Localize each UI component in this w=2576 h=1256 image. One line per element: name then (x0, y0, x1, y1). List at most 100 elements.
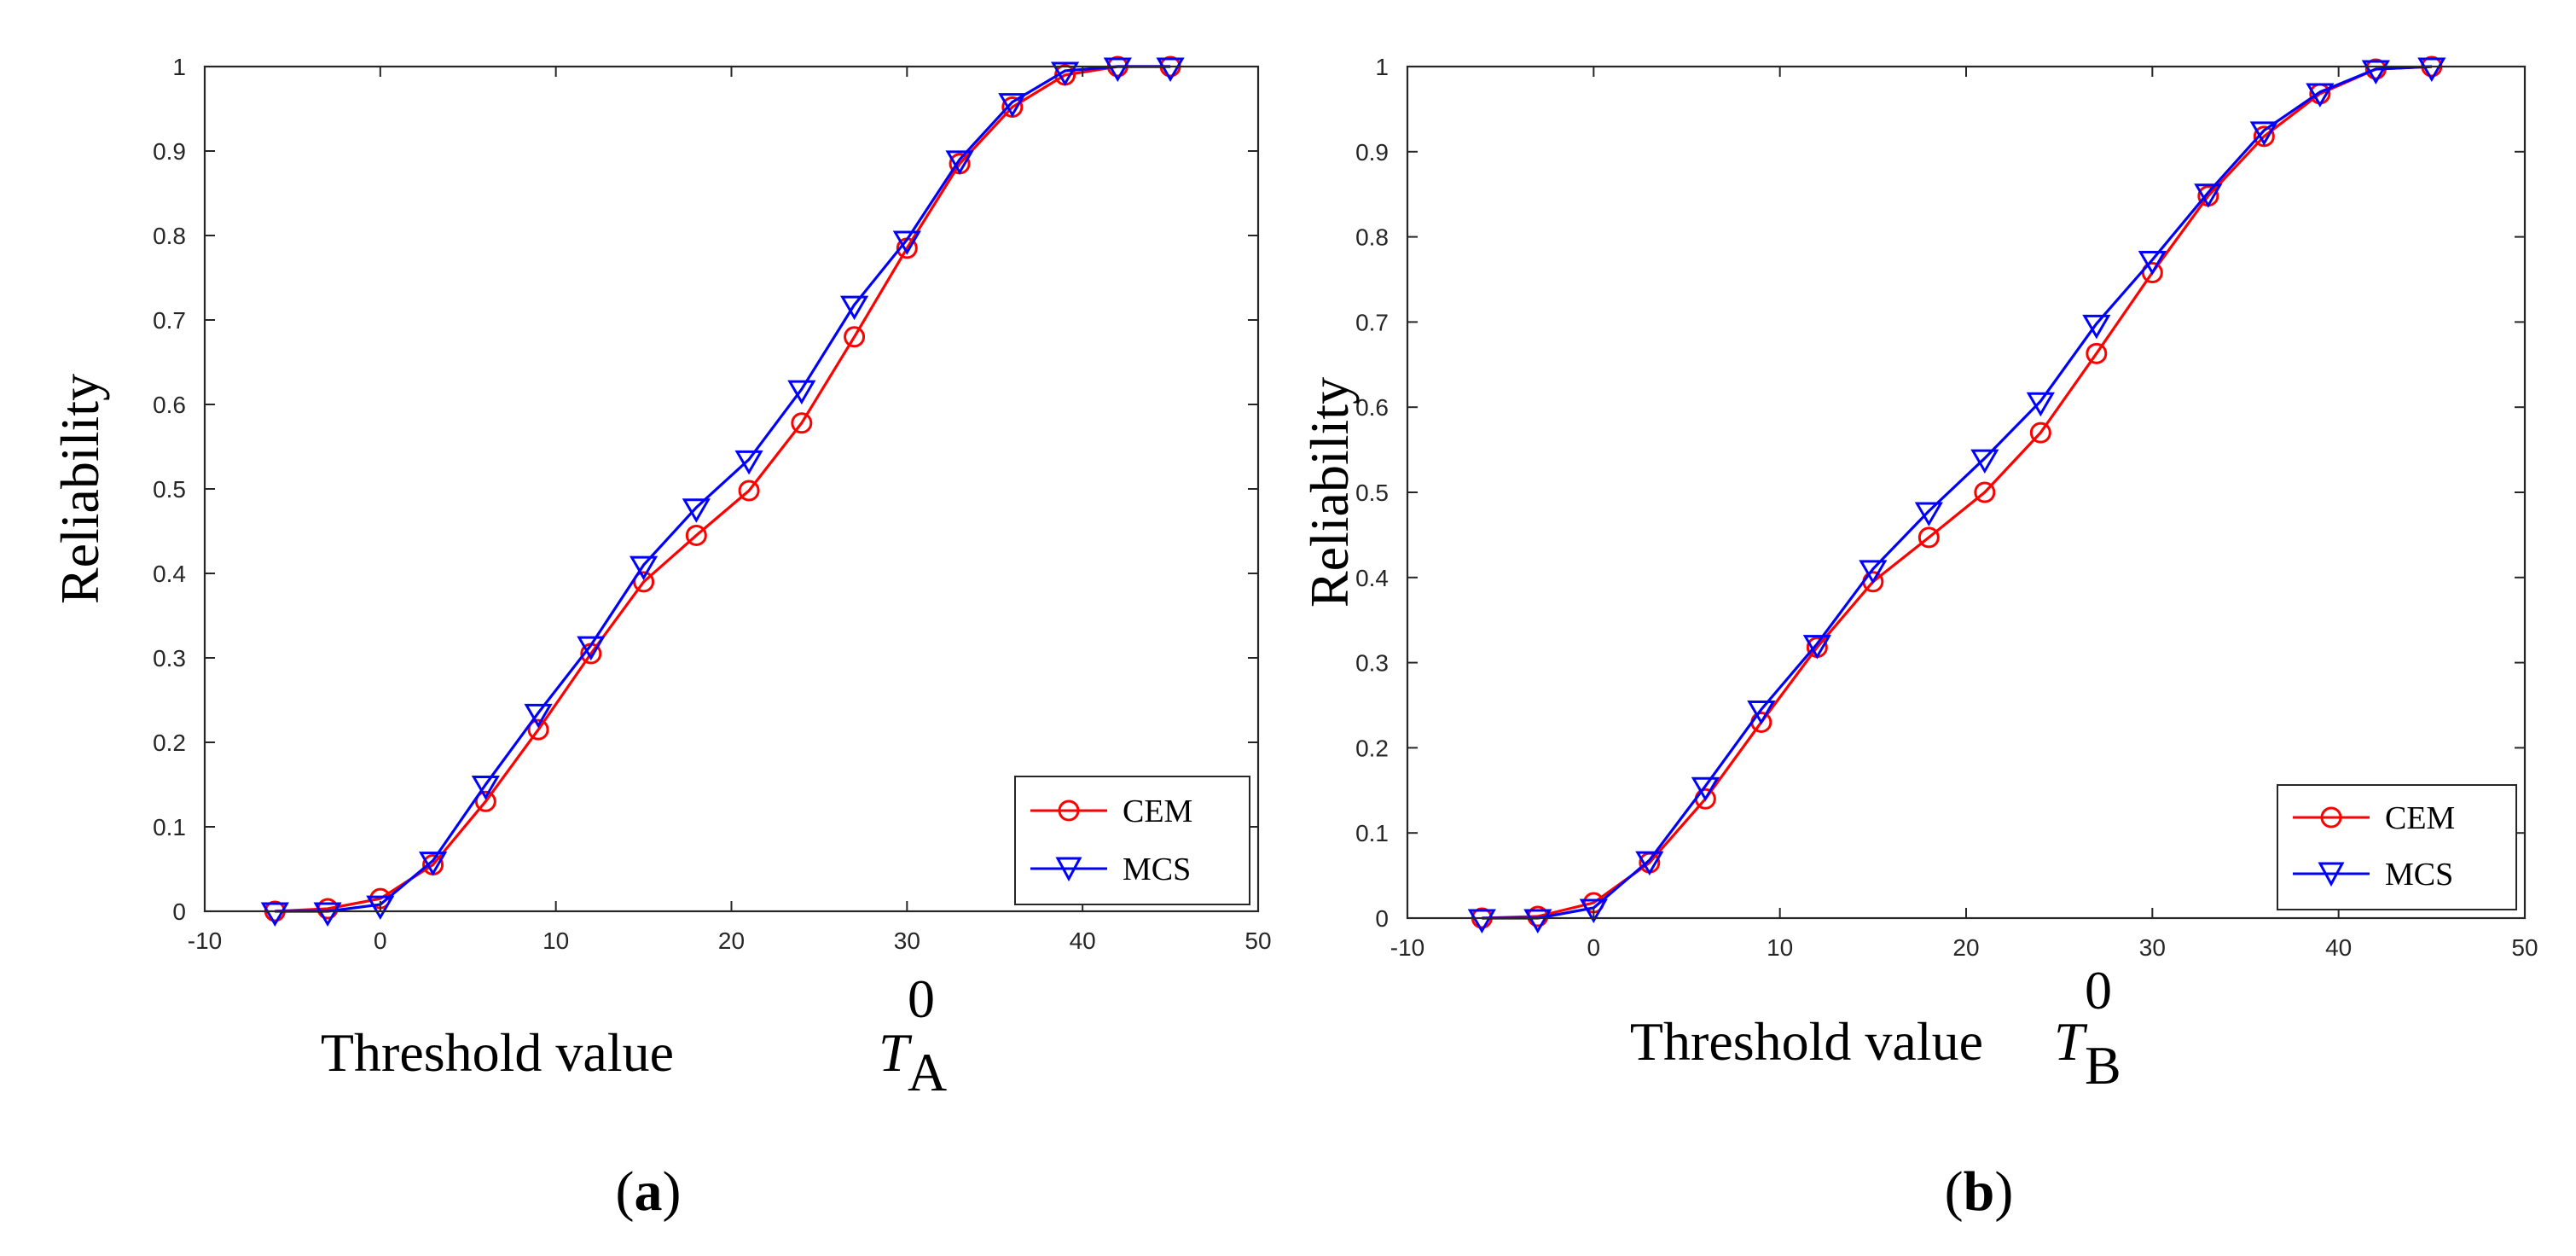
panel-paren-close-b: ) (1994, 1160, 2013, 1223)
legend-label-mcs-b: MCS (2385, 857, 2453, 893)
x-tick-label-b-4: 30 (2139, 934, 2166, 961)
x-tick-label-b-2: 10 (1767, 934, 1793, 961)
y-axis-label-b: Reliability (1299, 377, 1360, 608)
point-mcs-b-0 (1467, 909, 1496, 933)
point-cem-b-11 (2086, 342, 2108, 364)
point-mcs-a-3 (418, 852, 448, 876)
legend-box-b (2277, 784, 2517, 910)
plot-marks-a (260, 55, 1185, 927)
x-tick-label-b-0: -10 (1390, 934, 1424, 961)
x-axis-superscript-a: 0 (908, 968, 935, 1029)
y-tick-label-b-3: 0.3 (1355, 650, 1389, 677)
point-mcs-b-16 (2361, 60, 2390, 84)
point-cem-a-11 (844, 326, 866, 348)
panel-paren-open-b: ( (1945, 1160, 1964, 1223)
panel-letter-b: b (1964, 1160, 1995, 1223)
legend-marker-mcs-a (1055, 857, 1082, 882)
y-tick-label-b-6: 0.6 (1355, 394, 1389, 421)
y-tick-label-a-9: 0.9 (153, 138, 186, 165)
point-mcs-a-11 (839, 295, 869, 321)
plot-area-b (1407, 67, 2525, 918)
panel-paren-open-a: ( (616, 1160, 635, 1223)
x-ticks-a: -10 0 10 20 30 40 50 (188, 67, 1272, 954)
legend-marker-cem-a (1058, 800, 1080, 822)
point-mcs-a-5 (524, 703, 553, 729)
x-axis-symbol-a: T (879, 1022, 913, 1083)
point-mcs-b-8 (1914, 502, 1943, 526)
y-tick-label-b-4: 0.4 (1355, 565, 1389, 591)
point-mcs-a-2 (366, 895, 395, 921)
point-mcs-a-1 (313, 902, 342, 927)
point-cem-b-14 (2253, 125, 2275, 148)
plot-marks-b (1467, 55, 2446, 933)
point-mcs-b-5 (1747, 700, 1776, 725)
point-mcs-b-4 (1691, 776, 1720, 802)
point-mcs-b-3 (1635, 851, 1664, 876)
y-ticks-b: 0 0.1 0.2 0.3 0.4 0.5 0.6 0.7 0.8 0.9 1 (1355, 54, 2525, 932)
point-mcs-b-12 (2138, 251, 2167, 276)
point-mcs-b-1 (1523, 909, 1552, 933)
y-tick-label-b-5: 0.5 (1355, 480, 1389, 506)
y-tick-label-a-5: 0.5 (153, 476, 186, 503)
y-tick-label-a-2: 0.2 (153, 730, 186, 756)
plot-area-a (205, 67, 1258, 911)
point-mcs-a-10 (787, 380, 816, 405)
y-tick-label-b-8: 0.8 (1355, 224, 1389, 251)
y-tick-label-a-0: 0 (172, 898, 186, 925)
point-cem-a-5 (527, 718, 549, 741)
y-tick-label-a-7: 0.7 (153, 307, 186, 334)
y-tick-label-b-2: 0.2 (1355, 735, 1389, 761)
x-tick-label-a-5: 40 (1070, 927, 1096, 954)
panel-a: 00.10.20.30.40.50.60.70.80.91 -10 0 10 20 30… (49, 54, 1272, 1223)
x-axis-subscript-a: A (908, 1042, 947, 1102)
y-tick-label-b-7: 0.7 (1355, 309, 1389, 335)
x-tick-label-a-1: 0 (374, 927, 387, 954)
point-cem-b-12 (2141, 262, 2163, 284)
panel-label-b: (b) (1945, 1160, 2014, 1223)
y-tick-label-b-9: 0.9 (1355, 139, 1389, 166)
y-axis-label-a: Reliability (49, 374, 110, 604)
x-tick-label-b-6: 50 (2511, 934, 2538, 961)
point-cem-a-8 (685, 524, 707, 546)
x-tick-label-a-3: 20 (718, 927, 745, 954)
point-cem-b-10 (2029, 422, 2051, 444)
x-tick-label-b-3: 20 (1952, 934, 1979, 961)
legend-box-a (1014, 776, 1250, 905)
y-tick-label-a-1: 0.1 (153, 814, 186, 840)
panel-letter-a: a (635, 1160, 663, 1223)
panel-paren-close-a: ) (663, 1160, 682, 1223)
x-tick-label-a-0: -10 (188, 927, 222, 954)
y-tick-label-b-1: 0.1 (1355, 820, 1389, 846)
point-cem-a-10 (791, 412, 813, 434)
point-mcs-b-13 (2194, 183, 2223, 208)
y-tick-label-b-10: 1 (1375, 54, 1389, 80)
panel-b: 00.10.20.30.40.50.60.70.80.91 -10 0 10 20 30… (1299, 54, 2538, 1223)
x-axis-symbol-b: T (2054, 1011, 2088, 1072)
point-mcs-b-11 (2082, 314, 2111, 340)
x-axis-label-a: Threshold value (321, 1022, 674, 1083)
x-tick-label-b-5: 40 (2325, 934, 2352, 961)
y-tick-label-a-8: 0.8 (153, 223, 186, 249)
y-ticks-a: 0 0.1 0.2 0.3 0.4 0.5 0.6 0.7 0.8 0.9 1 (153, 54, 1258, 925)
y-tick-label-a-6: 0.6 (153, 392, 186, 418)
point-mcs-b-17 (2417, 57, 2446, 82)
series-line-mcs-a (275, 65, 1171, 913)
point-mcs-a-9 (734, 450, 763, 475)
point-cem-b-8 (1917, 526, 1940, 549)
x-tick-label-a-4: 30 (894, 927, 920, 954)
legend-label-mcs-a: MCS (1123, 852, 1191, 887)
point-mcs-a-6 (577, 636, 606, 661)
point-mcs-a-13 (945, 150, 974, 175)
legend-marker-mcs-b (2318, 862, 2345, 887)
point-cem-a-4 (474, 790, 496, 812)
point-mcs-b-2 (1579, 898, 1608, 923)
x-axis-label-b: Threshold value (1630, 1011, 1983, 1072)
x-tick-label-a-2: 10 (542, 927, 569, 954)
point-mcs-a-15 (1050, 61, 1080, 86)
point-mcs-b-15 (2306, 83, 2335, 108)
point-mcs-b-14 (2249, 121, 2278, 146)
panel-label-a: (a) (616, 1160, 682, 1223)
point-mcs-b-7 (1859, 560, 1888, 584)
legend-b: CEM MCS (2277, 784, 2517, 910)
